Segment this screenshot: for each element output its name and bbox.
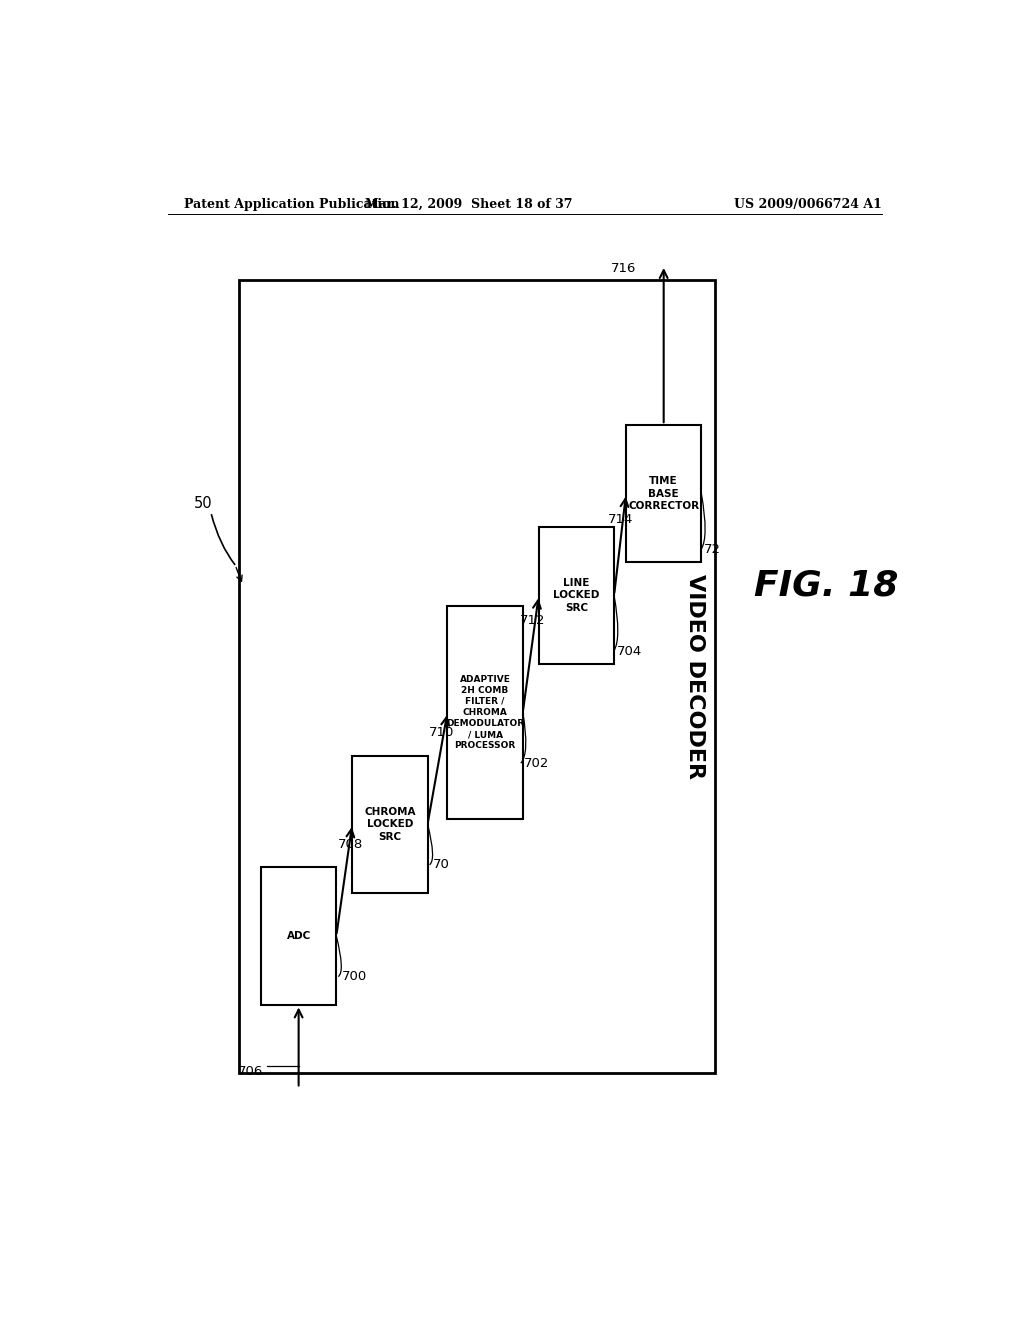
Text: 710: 710: [429, 726, 455, 739]
Bar: [352, 755, 428, 892]
Text: 72: 72: [705, 544, 721, 556]
Text: Patent Application Publication: Patent Application Publication: [183, 198, 399, 211]
Text: Mar. 12, 2009  Sheet 18 of 37: Mar. 12, 2009 Sheet 18 of 37: [366, 198, 573, 211]
Text: CHROMA
LOCKED
SRC: CHROMA LOCKED SRC: [365, 807, 416, 842]
Text: FIG. 18: FIG. 18: [755, 569, 898, 602]
Text: 50: 50: [195, 496, 213, 511]
Text: 708: 708: [338, 838, 362, 851]
Text: 700: 700: [341, 970, 367, 983]
Text: VIDEO DECODER: VIDEO DECODER: [685, 574, 706, 779]
Bar: [261, 867, 336, 1005]
Text: 716: 716: [610, 261, 636, 275]
Bar: [539, 527, 614, 664]
Text: US 2009/0066724 A1: US 2009/0066724 A1: [734, 198, 882, 211]
Text: 702: 702: [524, 756, 550, 770]
Text: 706: 706: [238, 1065, 263, 1077]
Bar: [447, 606, 523, 818]
Bar: [626, 425, 701, 562]
Text: 712: 712: [520, 614, 546, 627]
Text: ADC: ADC: [287, 931, 310, 941]
Text: LINE
LOCKED
SRC: LINE LOCKED SRC: [553, 578, 600, 612]
Text: 704: 704: [616, 645, 642, 657]
Text: 70: 70: [433, 858, 450, 871]
Text: 714: 714: [608, 512, 634, 525]
Bar: [240, 280, 715, 1073]
Text: ADAPTIVE
2H COMB
FILTER /
CHROMA
DEMODULATOR
/ LUMA
PROCESSOR: ADAPTIVE 2H COMB FILTER / CHROMA DEMODUL…: [446, 675, 524, 750]
Text: TIME
BASE
CORRECTOR: TIME BASE CORRECTOR: [628, 477, 699, 511]
